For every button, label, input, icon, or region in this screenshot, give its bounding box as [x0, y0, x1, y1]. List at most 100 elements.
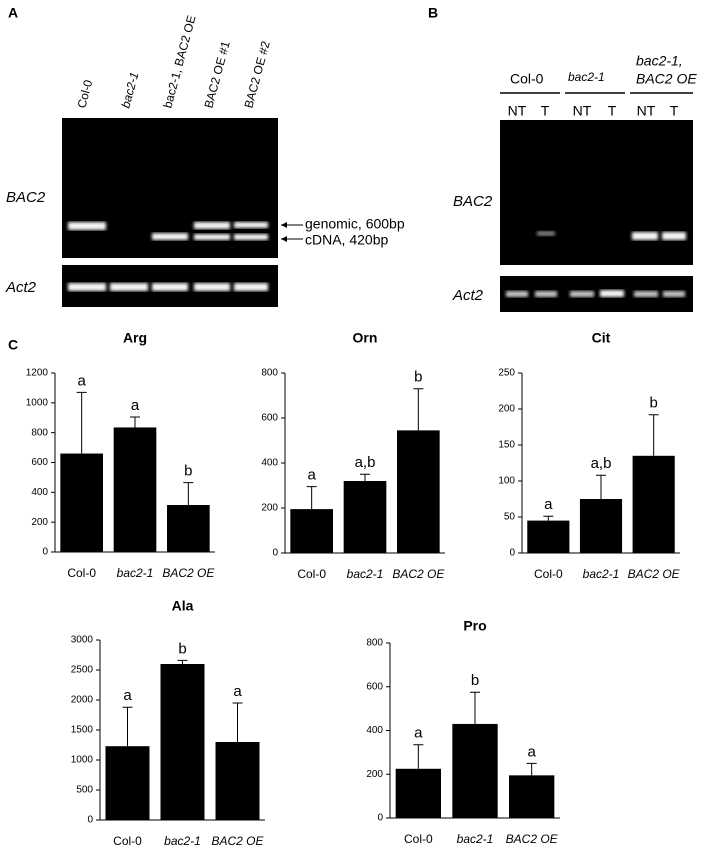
annotation: a,b: [355, 454, 376, 471]
bar: [579, 499, 623, 553]
y-tick-label: 0: [42, 547, 48, 558]
error-bar: [413, 744, 424, 769]
x-tick-label: Col-0: [404, 832, 433, 846]
bar: [60, 453, 103, 552]
y-tick-label: 3000: [71, 635, 94, 646]
y-tick-label: 0: [87, 815, 93, 826]
x-tick-label: Col-0: [534, 567, 563, 581]
x-tick-label: Col-0: [113, 834, 142, 848]
lane-label: NT: [573, 103, 592, 119]
x-tick-label: BAC2 OE: [211, 834, 264, 848]
lane-label: NT: [508, 103, 527, 119]
annotation: a: [307, 467, 316, 484]
bar: [290, 509, 333, 553]
annotation: a: [77, 372, 86, 389]
chart-title: Pro: [463, 618, 486, 634]
bar: [509, 775, 555, 818]
lane-label: NT: [637, 103, 656, 119]
y-tick-label: 200: [31, 517, 48, 528]
y-tick-label: 600: [31, 457, 48, 468]
annotation: b: [471, 672, 479, 689]
lane-label: T: [670, 103, 679, 119]
x-tick-label: bac2-1: [583, 567, 620, 581]
error-bar: [130, 416, 140, 428]
gel-b: Col-0 bac2-1 bac2-1, BAC2 OE NT T NT T N…: [452, 53, 697, 312]
band-label: cDNA, 420bp: [305, 232, 388, 248]
annotation: a: [123, 687, 132, 704]
error-bar: [183, 482, 194, 506]
y-tick-label: 0: [272, 548, 278, 559]
group-label: bac2-1,: [636, 53, 683, 69]
y-tick-label: 250: [498, 368, 515, 379]
y-tick-label: 1500: [71, 725, 94, 736]
y-tick-label: 800: [31, 427, 48, 438]
panel-label: A: [8, 5, 18, 21]
x-tick-label: BAC2 OE: [628, 567, 681, 581]
y-tick-label: 200: [498, 404, 515, 415]
lane-label: BAC2 OE #2: [241, 39, 272, 109]
error-bar: [543, 515, 554, 521]
y-tick-label: 400: [31, 487, 48, 498]
group-label: BAC2 OE: [636, 71, 697, 87]
annotation: a: [544, 496, 553, 513]
bar: [167, 505, 210, 552]
y-tick-label: 1000: [26, 397, 49, 408]
y-tick-label: 0: [377, 813, 383, 824]
arrow: [281, 236, 287, 242]
y-tick-label: 0: [509, 548, 515, 559]
annotation: a: [131, 397, 140, 414]
x-tick-label: bac2-1: [347, 567, 384, 581]
error-bar: [360, 473, 370, 481]
y-tick-label: 400: [366, 725, 383, 736]
arrow: [281, 222, 287, 228]
x-tick-label: BAC2 OE: [506, 832, 559, 846]
error-bar: [470, 691, 480, 724]
chart-title: Cit: [592, 330, 611, 346]
lane-label: bac2-1, BAC2 OE: [160, 14, 198, 110]
y-tick-label: 600: [366, 681, 383, 692]
y-tick-label: 2000: [71, 695, 94, 706]
lane-label: BAC2 OE #1: [201, 39, 232, 109]
bar: [632, 455, 675, 553]
gel: [500, 120, 693, 265]
y-tick-label: 50: [504, 512, 516, 523]
bar: [452, 723, 498, 818]
y-tick-label: 400: [261, 458, 278, 469]
annotation: b: [184, 463, 192, 480]
band-label: genomic, 600bp: [305, 216, 405, 232]
error-bar: [76, 391, 87, 454]
error-bar: [306, 486, 317, 510]
bar: [215, 742, 260, 820]
y-tick-label: 1200: [26, 368, 49, 379]
panel-label: C: [8, 337, 18, 353]
annotation: b: [649, 395, 657, 412]
gel: [500, 276, 693, 312]
chart-title: Ala: [172, 598, 194, 614]
x-tick-label: Col-0: [297, 567, 326, 581]
bar: [105, 746, 150, 820]
y-tick-label: 200: [261, 503, 278, 514]
chart-title: Arg: [123, 330, 147, 346]
annotation: b: [414, 369, 422, 386]
gel-a: Col-0 bac2-1 bac2-1, BAC2 OE BAC2 OE #1 …: [5, 14, 405, 307]
bar: [397, 430, 440, 553]
annotation: a: [527, 743, 536, 760]
chart-title: Orn: [353, 330, 378, 346]
lane-label: T: [608, 103, 617, 119]
y-tick-label: 500: [76, 785, 93, 796]
x-tick-label: bac2-1: [164, 834, 201, 848]
y-tick-label: 800: [261, 368, 278, 379]
error-bar: [526, 762, 537, 776]
x-tick-label: bac2-1: [457, 832, 494, 846]
error-bar: [648, 414, 659, 456]
bar: [343, 481, 387, 553]
x-tick-label: Col-0: [67, 566, 96, 580]
group-label: bac2-1: [568, 70, 605, 84]
error-bar: [413, 388, 424, 431]
bar: [527, 520, 570, 553]
y-tick-label: 2500: [71, 665, 94, 676]
error-bar: [122, 706, 133, 747]
x-tick-label: BAC2 OE: [392, 567, 445, 581]
y-tick-label: 150: [498, 440, 515, 451]
